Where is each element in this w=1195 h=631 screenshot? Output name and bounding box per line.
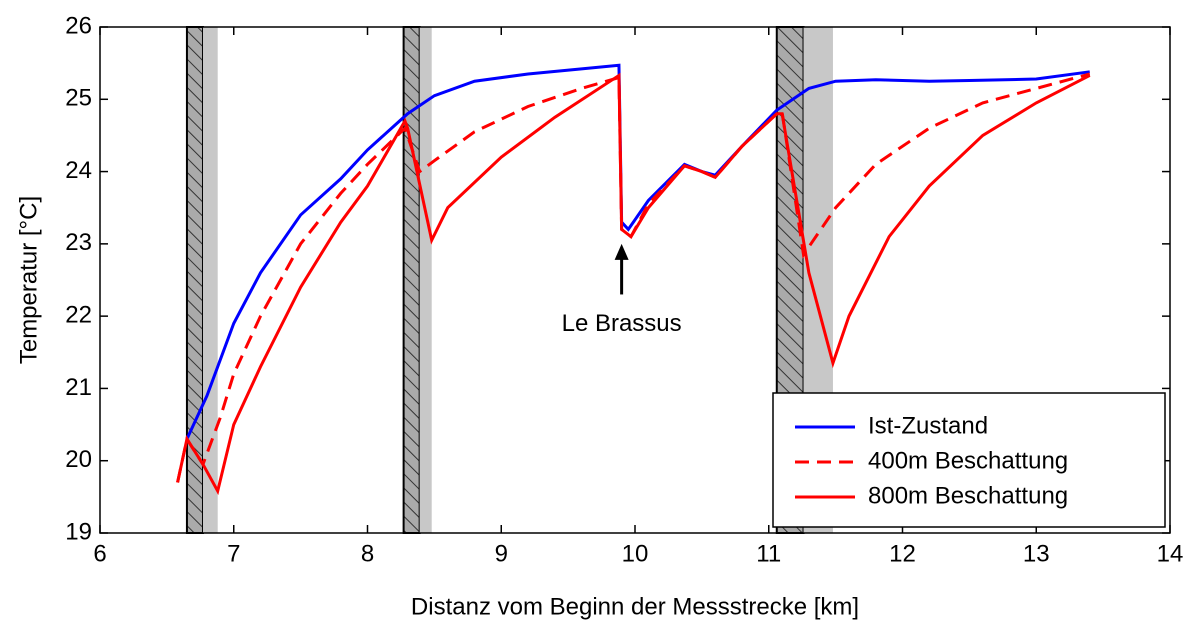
legend-label: Ist-Zustand — [868, 412, 988, 439]
x-tick-label: 8 — [361, 540, 374, 567]
y-tick-label: 20 — [65, 446, 92, 473]
x-tick-label: 7 — [227, 540, 240, 567]
x-axis-label: Distanz vom Beginn der Messstrecke [km] — [411, 593, 859, 620]
y-tick-label: 26 — [65, 12, 92, 39]
x-tick-label: 6 — [93, 540, 106, 567]
x-tick-label: 9 — [495, 540, 508, 567]
x-tick-label: 12 — [889, 540, 916, 567]
shading-region — [202, 27, 218, 533]
regions — [185, 26, 833, 534]
x-tick-label: 10 — [622, 540, 649, 567]
x-tick-label: 11 — [756, 540, 781, 567]
y-tick-label: 23 — [65, 229, 92, 256]
lines — [176, 63, 1091, 496]
legend-label: 400m Beschattung — [868, 447, 1068, 474]
legend: Ist-Zustand 400m Beschattung 800m Beschatt… — [772, 392, 1166, 528]
y-tick-label: 24 — [65, 157, 92, 184]
shading-region — [419, 27, 432, 533]
axes: 6 7 8 9 10 11 12 13 14 19 20 21 22 23 24 25 26 — [65, 12, 1183, 567]
x-tick-label: 14 — [1157, 540, 1184, 567]
y-axis-label: Temperatur [°C] — [15, 196, 42, 364]
y-tick-label: 21 — [65, 374, 92, 401]
y-tick-label: 22 — [65, 301, 92, 328]
annotation-arrowhead — [614, 243, 629, 260]
legend-label: 800m Beschattung — [868, 482, 1068, 509]
shading-region — [185, 26, 204, 534]
series-line — [176, 72, 1091, 496]
legend-box — [772, 392, 1166, 528]
annotation-text: Le Brassus — [562, 310, 682, 337]
y-tick-label: 25 — [65, 85, 92, 112]
y-tick-label: 19 — [65, 518, 92, 545]
x-tick-label: 13 — [1023, 540, 1050, 567]
series-line — [185, 63, 1090, 440]
shading-region — [402, 26, 421, 534]
